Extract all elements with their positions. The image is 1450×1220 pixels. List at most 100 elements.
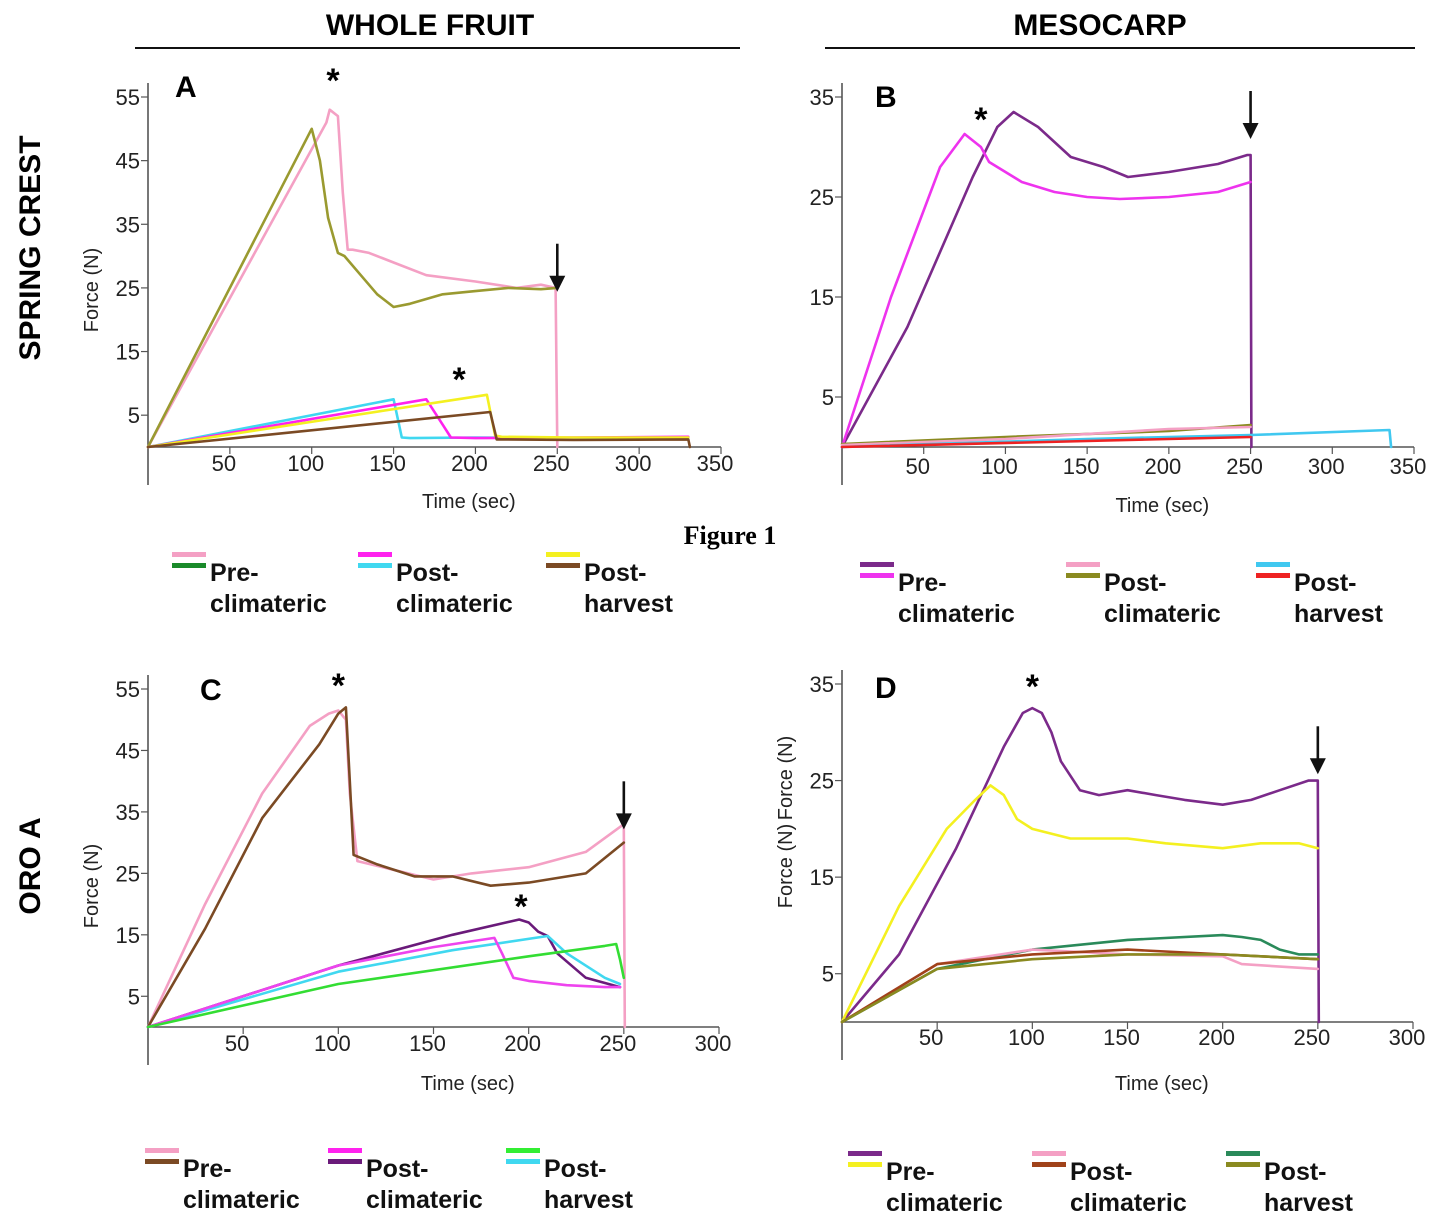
series-line — [840, 425, 1252, 447]
legend-swatch — [546, 552, 580, 557]
peak-marker: * — [1026, 668, 1040, 706]
x-tick-label: 300 — [615, 451, 652, 476]
x-tick-label: 150 — [409, 1031, 446, 1056]
series-line — [840, 110, 1253, 449]
column-header-right: MESOCARP — [1013, 9, 1186, 42]
y-tick-label: 15 — [116, 340, 140, 365]
legend-label-line1: Post- — [544, 1155, 607, 1183]
legend-label-line2: climateric — [1104, 600, 1221, 628]
legend-swatch — [848, 1151, 882, 1156]
y-tick-label: 25 — [116, 861, 140, 886]
series-line — [840, 428, 1393, 449]
series-line — [146, 709, 627, 1029]
legend-swatch — [145, 1159, 179, 1164]
y-tick-label: 35 — [810, 85, 834, 110]
series-line — [840, 784, 1320, 1024]
y-tick-label: 5 — [128, 403, 140, 428]
legend-swatch — [1256, 562, 1290, 567]
end-arrow-head-icon — [1309, 758, 1326, 775]
series-line — [146, 410, 692, 449]
y-axis-label: Force (N) — [81, 248, 103, 332]
peak-marker: * — [332, 667, 346, 705]
x-tick-label: 200 — [504, 1031, 541, 1056]
legend-item: Pre-climateric — [145, 1148, 300, 1214]
y-tick-label: 15 — [116, 923, 140, 948]
legend-label-line1: Post- — [1264, 1158, 1327, 1186]
x-axis-label: Time (sec) — [1115, 495, 1209, 517]
legend-swatch — [506, 1148, 540, 1153]
legend-label-line1: Pre- — [210, 559, 259, 587]
x-tick-label: 100 — [1008, 1025, 1045, 1050]
series-line — [146, 934, 622, 1029]
series-line — [840, 948, 1320, 1024]
x-tick-label: 100 — [287, 451, 324, 476]
y-tick-label: 35 — [116, 212, 140, 237]
x-tick-label: 250 — [533, 451, 570, 476]
legend-item: Post-climateric — [1032, 1151, 1187, 1217]
legend-item: Post-harvest — [546, 552, 674, 618]
panel-letter: D — [875, 672, 897, 705]
x-tick-label: 250 — [599, 1031, 636, 1056]
x-tick-label: 300 — [695, 1031, 732, 1056]
y-axis-label: Force (N) — [775, 736, 797, 820]
legend-swatch — [1256, 573, 1290, 578]
panel-letter: C — [200, 674, 222, 707]
x-tick-label: 350 — [697, 451, 734, 476]
panel-a: 50 100 150 200 250 300 350 5 15 25 35 45 55 Time (sec… — [81, 62, 733, 618]
series-line — [146, 936, 622, 1029]
y-tick-label: 5 — [822, 385, 834, 410]
legend-swatch — [358, 563, 392, 568]
legend-item: Pre-climateric — [172, 552, 327, 618]
legend-label-line2: harvest — [1264, 1189, 1354, 1217]
y-tick-label: 15 — [810, 285, 834, 310]
column-header-left: WHOLE FRUIT — [326, 9, 534, 42]
peak-marker: * — [974, 101, 988, 139]
y-axis-label: Force (N) — [775, 824, 797, 908]
peak-marker: * — [514, 888, 528, 926]
legend-swatch — [145, 1148, 179, 1153]
legend-label-line1: Post- — [1104, 569, 1167, 597]
legend-label-line2: climateric — [210, 590, 327, 618]
legend-swatch — [172, 552, 206, 557]
end-arrow-head-icon — [1242, 123, 1259, 139]
legend-swatch — [1226, 1162, 1260, 1167]
legend-item: Pre-climateric — [860, 562, 1015, 628]
y-tick-label: 45 — [116, 149, 140, 174]
x-tick-label: 300 — [1308, 454, 1345, 479]
legend-label-line1: Post- — [1294, 569, 1357, 597]
legend-swatch — [1032, 1162, 1066, 1167]
legend-label-line2: climateric — [898, 600, 1015, 628]
y-tick-label: 5 — [822, 962, 834, 987]
x-tick-label: 300 — [1389, 1025, 1426, 1050]
x-tick-label: 200 — [1144, 454, 1181, 479]
x-axis-label: Time (sec) — [422, 491, 516, 513]
y-tick-label: 35 — [810, 672, 834, 697]
row-label-bottom: ORO A — [14, 817, 47, 914]
x-tick-label: 150 — [1103, 1025, 1140, 1050]
x-tick-label: 250 — [1293, 1025, 1330, 1050]
legend-label-line1: Post- — [366, 1155, 429, 1183]
legend-label-line1: Post- — [396, 559, 459, 587]
series-line — [840, 948, 1320, 1024]
series-line — [146, 706, 626, 1029]
legend-swatch — [506, 1159, 540, 1164]
x-tick-label: 350 — [1390, 454, 1427, 479]
series-line — [146, 393, 690, 449]
legend-label-line1: Post- — [1070, 1158, 1133, 1186]
legend-label-line2: climateric — [886, 1189, 1003, 1217]
y-axis-label: Force (N) — [81, 844, 103, 928]
panel-c: 50 100 150 200 250 300 5 15 25 35 45 55 Time (sec) Fo… — [81, 667, 731, 1214]
legend-swatch — [328, 1148, 362, 1153]
end-arrow-head-icon — [615, 813, 632, 830]
x-tick-label: 250 — [1226, 454, 1263, 479]
legend-swatch — [860, 573, 894, 578]
y-tick-label: 55 — [116, 677, 140, 702]
legend-item: Post-harvest — [1226, 1151, 1354, 1217]
series-line — [840, 953, 1320, 1024]
series-line — [146, 108, 559, 449]
legend-swatch — [546, 563, 580, 568]
legend-swatch — [1226, 1151, 1260, 1156]
x-tick-label: 200 — [1198, 1025, 1235, 1050]
